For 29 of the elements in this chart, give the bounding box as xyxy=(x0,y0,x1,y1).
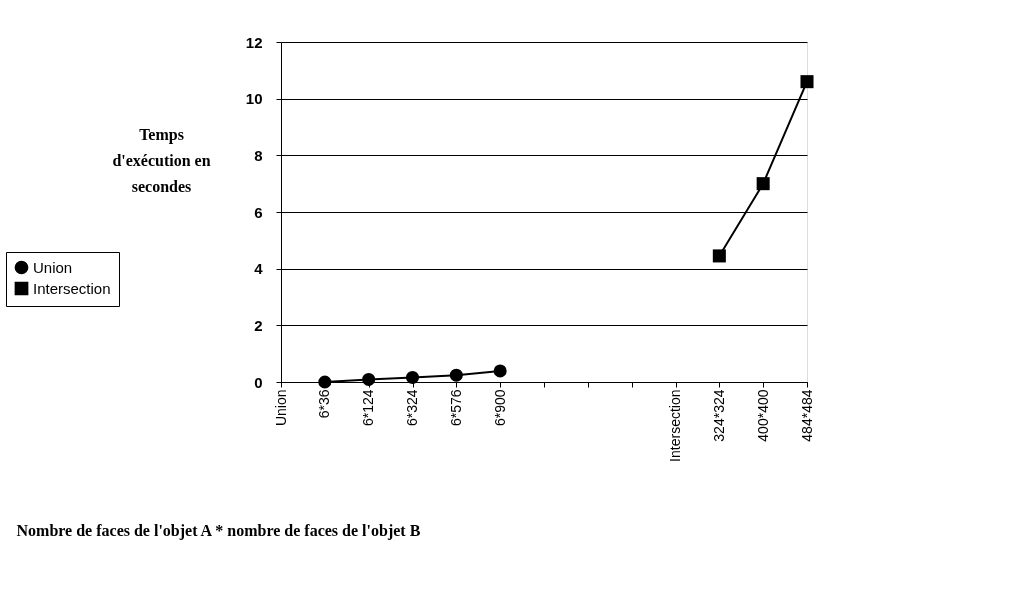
y-tick-label: 8 xyxy=(254,146,263,164)
x-axis-title: Nombre de faces de l'objet A * nombre de faces de l'objet B xyxy=(16,521,421,540)
point xyxy=(712,249,726,263)
y-tick-label: 6 xyxy=(254,203,263,221)
x-tick-label: 324*324 xyxy=(710,389,727,442)
y-axis-title: Temps d'exécution en secondes xyxy=(112,125,211,195)
y-tick-label: 10 xyxy=(245,90,263,108)
x-tick-label: 6*36 xyxy=(316,389,333,419)
point xyxy=(800,75,814,89)
point xyxy=(318,375,332,389)
y-tick-label: 2 xyxy=(254,316,263,334)
x-tick-label: 6*124 xyxy=(360,389,377,427)
point xyxy=(756,177,770,191)
point xyxy=(493,364,507,378)
point xyxy=(362,372,376,386)
y-tick-label: 4 xyxy=(254,260,264,278)
x-tick-label: Union xyxy=(272,389,289,427)
x-tick-label: 484*484 xyxy=(798,389,815,442)
point xyxy=(405,370,420,384)
point xyxy=(449,368,463,382)
y-tick-label: 12 xyxy=(245,33,263,51)
y-tick-label: 0 xyxy=(254,373,263,391)
x-tick-label: 6*900 xyxy=(491,389,508,427)
x-tick-label: 400*400 xyxy=(754,389,771,442)
legend-label: Union xyxy=(33,258,73,276)
x-tick-label: Intersection xyxy=(667,389,683,462)
legend-label: Intersection xyxy=(33,279,111,297)
x-tick-label: 6*576 xyxy=(447,389,464,427)
x-tick-label: 6*324 xyxy=(404,389,420,427)
